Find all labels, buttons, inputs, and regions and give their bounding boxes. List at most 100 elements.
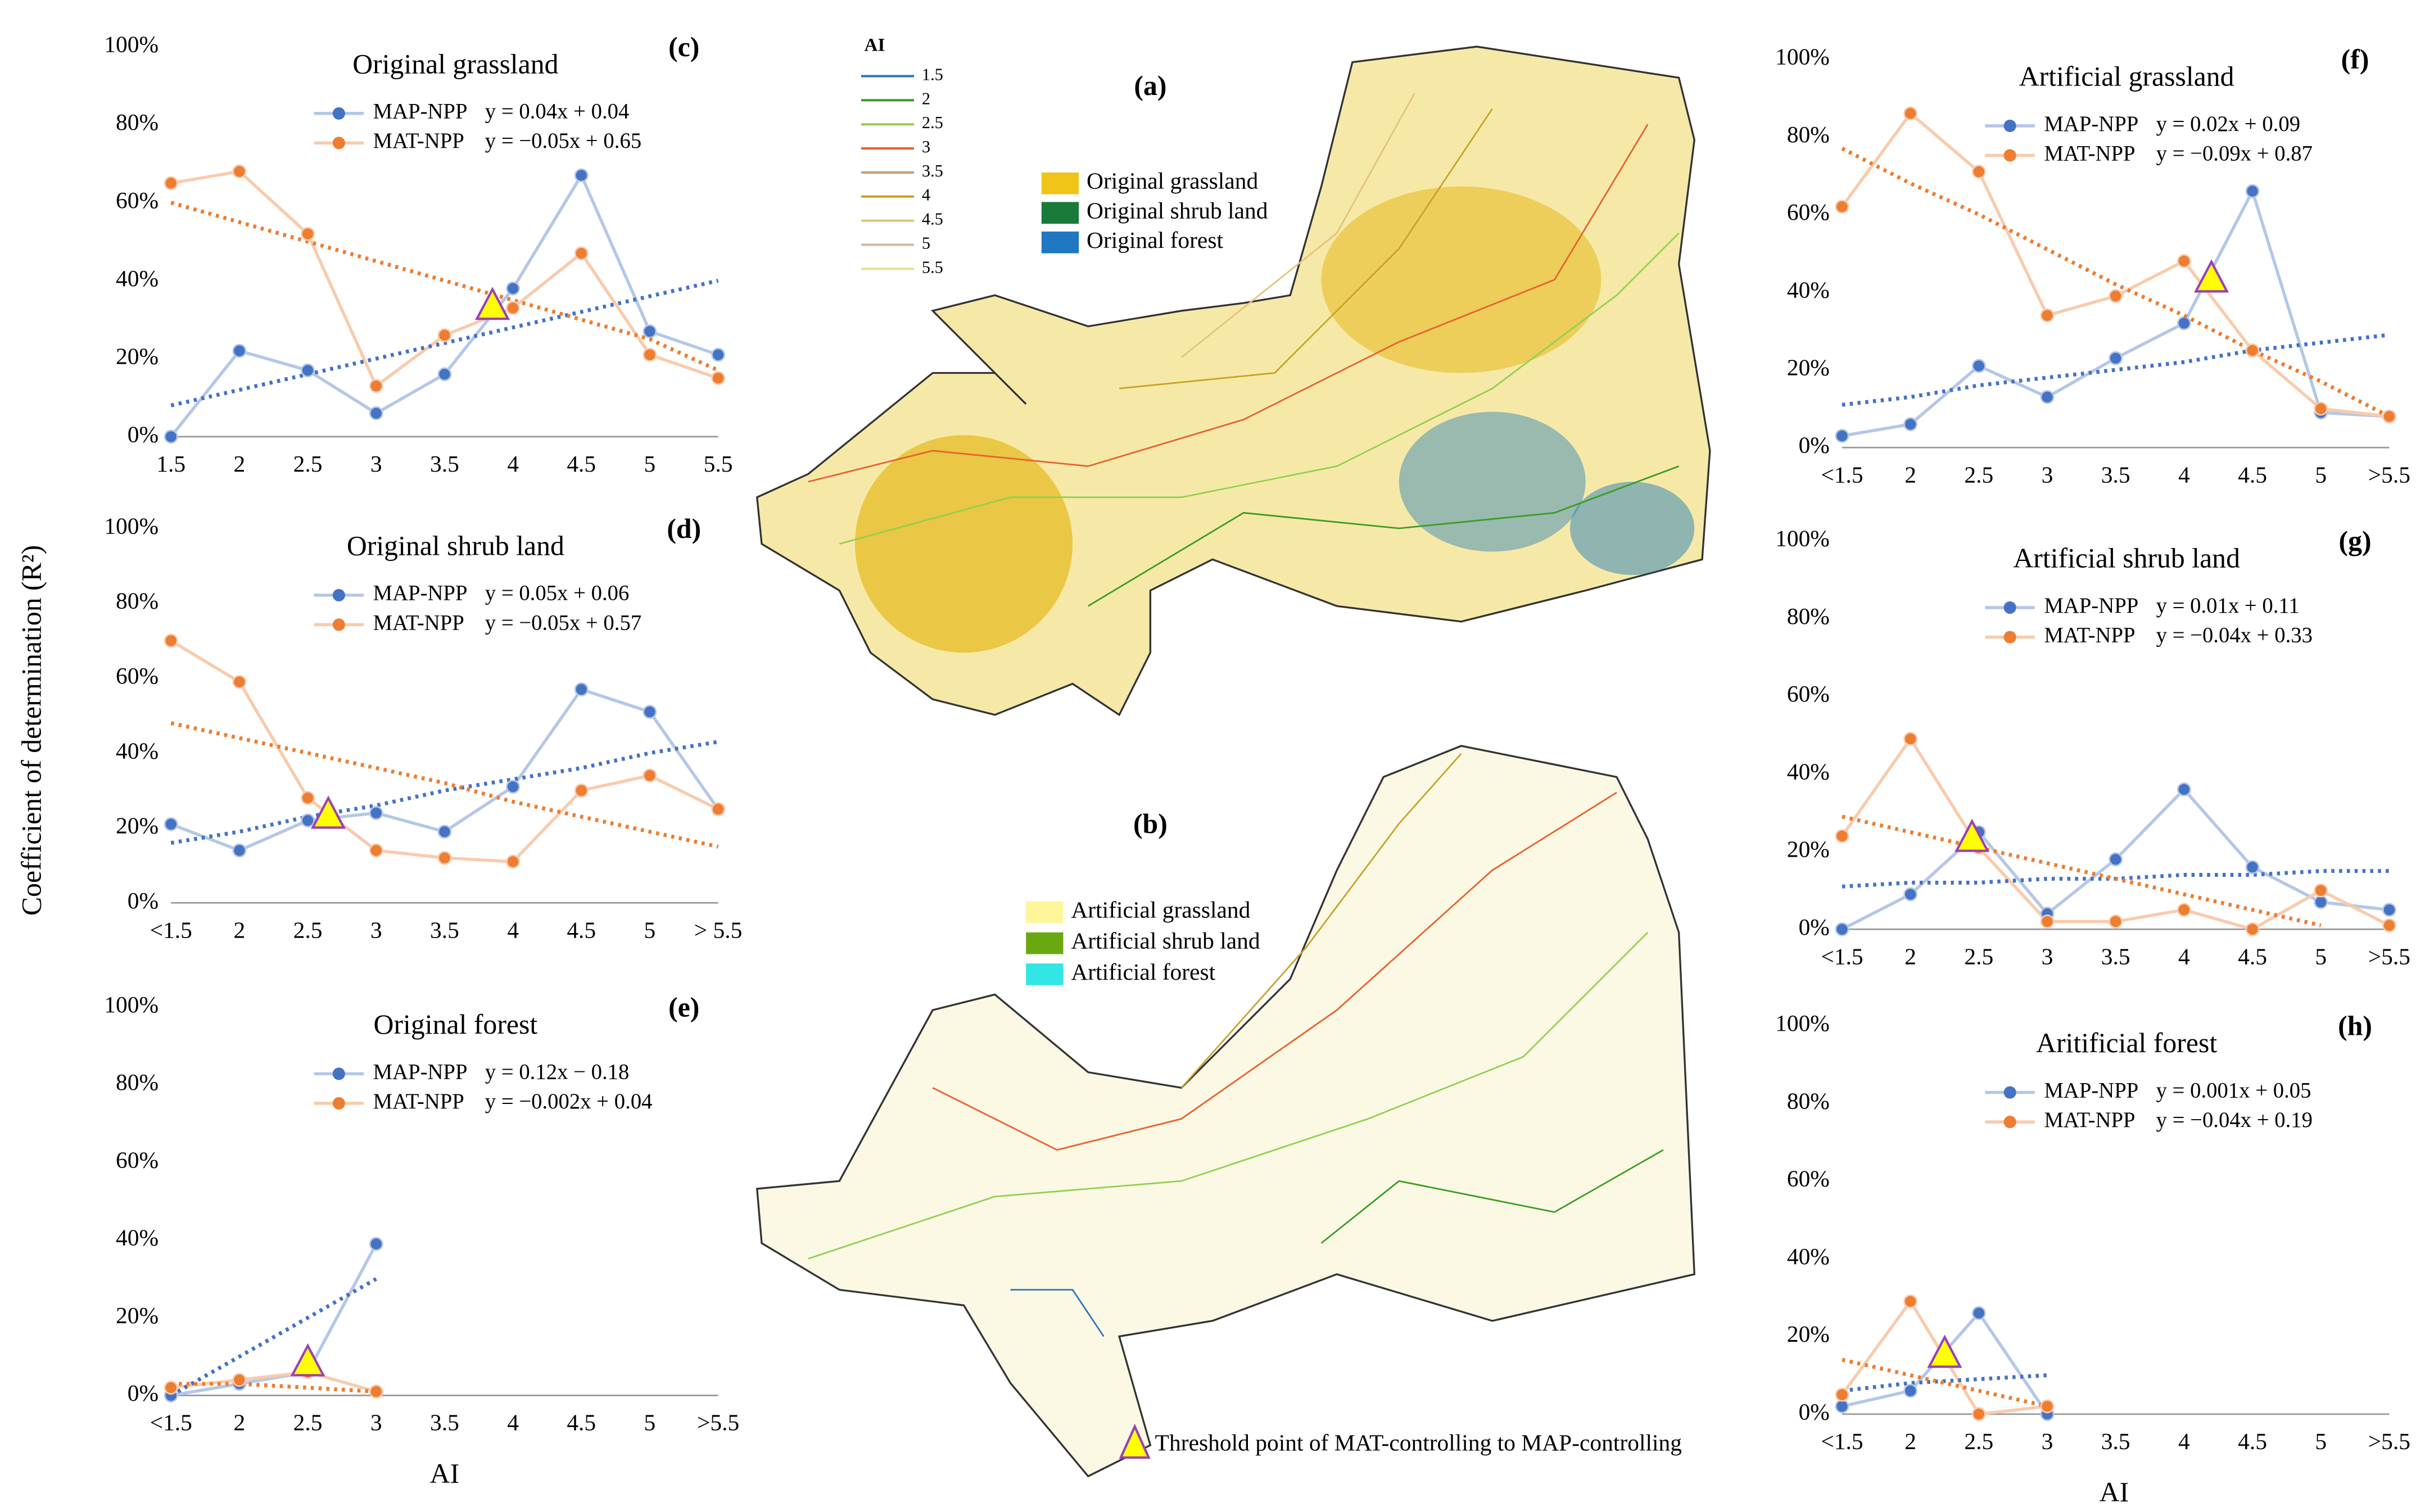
legend-swatch bbox=[1026, 932, 1064, 954]
equation: y = 0.02x + 0.09 bbox=[2156, 112, 2301, 136]
trend-line bbox=[170, 1277, 377, 1397]
y-tick-label: 40% bbox=[1787, 1243, 1830, 1269]
panel-label: (h) bbox=[2338, 1011, 2372, 1042]
y-tick-label: 80% bbox=[1787, 1088, 1830, 1113]
legend-label: MAT-NPP bbox=[373, 129, 464, 153]
series-line bbox=[170, 1243, 378, 1397]
note: Threshold point of MAT-controlling to MA… bbox=[1155, 1430, 1682, 1456]
equation: y = 0.04x + 0.04 bbox=[485, 100, 630, 124]
equation: y = 0.001x + 0.05 bbox=[2156, 1079, 2311, 1102]
x-tick-label: 4.5 bbox=[567, 451, 596, 477]
legend-label: Original forest bbox=[1087, 227, 1223, 253]
legend-label: MAP-NPP bbox=[2044, 594, 2138, 618]
x-axis-label: AI bbox=[2100, 1477, 2129, 1508]
legend-marker bbox=[2003, 631, 2016, 644]
chart-title: Artificial grassland bbox=[2019, 61, 2234, 92]
marker bbox=[232, 164, 247, 179]
marker bbox=[301, 227, 315, 241]
marker bbox=[506, 854, 521, 869]
x-tick-label: 5.5 bbox=[704, 451, 733, 477]
equation: y = 0.01x + 0.11 bbox=[2156, 594, 2300, 618]
y-tick-label: 0% bbox=[1799, 432, 1830, 458]
legend-swatch bbox=[1041, 231, 1079, 253]
marker bbox=[1971, 359, 1986, 373]
legend-label: MAP-NPP bbox=[373, 1060, 468, 1084]
legend-label: MAT-NPP bbox=[2044, 623, 2135, 647]
x-tick-label: 3 bbox=[2042, 943, 2053, 969]
x-tick-label: 2.5 bbox=[293, 917, 323, 943]
marker bbox=[1903, 1294, 1918, 1309]
x-tick-label: 3.5 bbox=[2101, 461, 2130, 487]
y-tick-label: 60% bbox=[116, 187, 159, 213]
marker bbox=[1903, 417, 1918, 432]
contour bbox=[808, 931, 1649, 1260]
marker bbox=[2177, 254, 2191, 268]
legend-swatch bbox=[1026, 963, 1064, 985]
marker bbox=[643, 705, 657, 719]
note-icon bbox=[1119, 1423, 1151, 1459]
chart-title: Original shrub land bbox=[347, 530, 564, 561]
legend-marker bbox=[332, 618, 345, 631]
legend-label: Artificial forest bbox=[1071, 959, 1215, 985]
x-tick-label: 2 bbox=[1904, 943, 1916, 969]
marker bbox=[574, 682, 589, 696]
x-tick-label: 3.5 bbox=[430, 451, 459, 477]
chart-title: Original forest bbox=[374, 1009, 538, 1040]
legend-label: MAP-NPP bbox=[2044, 112, 2138, 136]
marker bbox=[574, 168, 589, 183]
y-tick-label: 20% bbox=[116, 343, 159, 369]
marker bbox=[711, 371, 726, 386]
marker bbox=[1835, 429, 1849, 443]
x-tick-label: 4 bbox=[2178, 943, 2190, 969]
grassland-area bbox=[854, 435, 1073, 653]
x-tick-label: 2 bbox=[1904, 461, 1916, 487]
x-tick-label: 4.5 bbox=[2238, 461, 2267, 487]
legend-label: MAP-NPP bbox=[373, 582, 468, 605]
marker bbox=[1903, 887, 1918, 902]
chart-title: Original grassland bbox=[352, 48, 558, 79]
marker bbox=[437, 367, 452, 382]
x-tick-label: 4.5 bbox=[2238, 1428, 2267, 1454]
x-tick-label: 2.5 bbox=[1964, 943, 1993, 969]
x-tick-label: 2 bbox=[234, 1410, 246, 1436]
legend-label: Artificial grassland bbox=[1071, 897, 1250, 922]
legend-label: MAT-NPP bbox=[373, 1090, 464, 1113]
y-tick-label: 20% bbox=[1787, 355, 1830, 381]
marker bbox=[437, 850, 452, 865]
x-tick-label: <1.5 bbox=[1821, 1428, 1863, 1454]
y-tick-label: 0% bbox=[128, 1380, 159, 1406]
marker bbox=[1835, 1387, 1849, 1402]
x-tick-label: 4 bbox=[2178, 461, 2190, 487]
x-tick-label: 5 bbox=[2315, 943, 2327, 969]
x-tick-label: 2 bbox=[234, 917, 246, 943]
ai-legend-label: 2 bbox=[922, 89, 930, 108]
marker bbox=[1903, 106, 1918, 121]
marker bbox=[1971, 165, 1986, 179]
ai-legend-label: 1.5 bbox=[922, 65, 943, 84]
marker bbox=[369, 1384, 383, 1399]
panel-label: (d) bbox=[667, 513, 701, 544]
marker bbox=[2245, 922, 2260, 936]
marker bbox=[2177, 903, 2191, 917]
x-tick-label: 4 bbox=[507, 917, 519, 943]
panel-label: (c) bbox=[668, 31, 699, 62]
marker bbox=[369, 379, 383, 393]
chart-title: Artificial shrub land bbox=[2013, 542, 2240, 573]
marker bbox=[2314, 895, 2328, 909]
trend-line bbox=[1841, 146, 2390, 419]
marker bbox=[1971, 1407, 1986, 1422]
x-tick-label: >5.5 bbox=[2368, 1428, 2410, 1454]
x-tick-label: 2.5 bbox=[1964, 1428, 1993, 1454]
y-tick-label: 60% bbox=[1787, 681, 1830, 707]
ai-legend-label: 5 bbox=[922, 233, 930, 252]
x-tick-label: 2 bbox=[1904, 1428, 1916, 1454]
legend-swatch bbox=[1041, 172, 1079, 194]
x-tick-label: >5.5 bbox=[2368, 461, 2410, 487]
marker bbox=[574, 246, 589, 261]
marker bbox=[164, 176, 178, 191]
forest-area bbox=[1399, 411, 1586, 552]
marker bbox=[574, 783, 589, 798]
x-tick-label: 3.5 bbox=[2101, 943, 2130, 969]
panel-label: (e) bbox=[668, 992, 699, 1022]
